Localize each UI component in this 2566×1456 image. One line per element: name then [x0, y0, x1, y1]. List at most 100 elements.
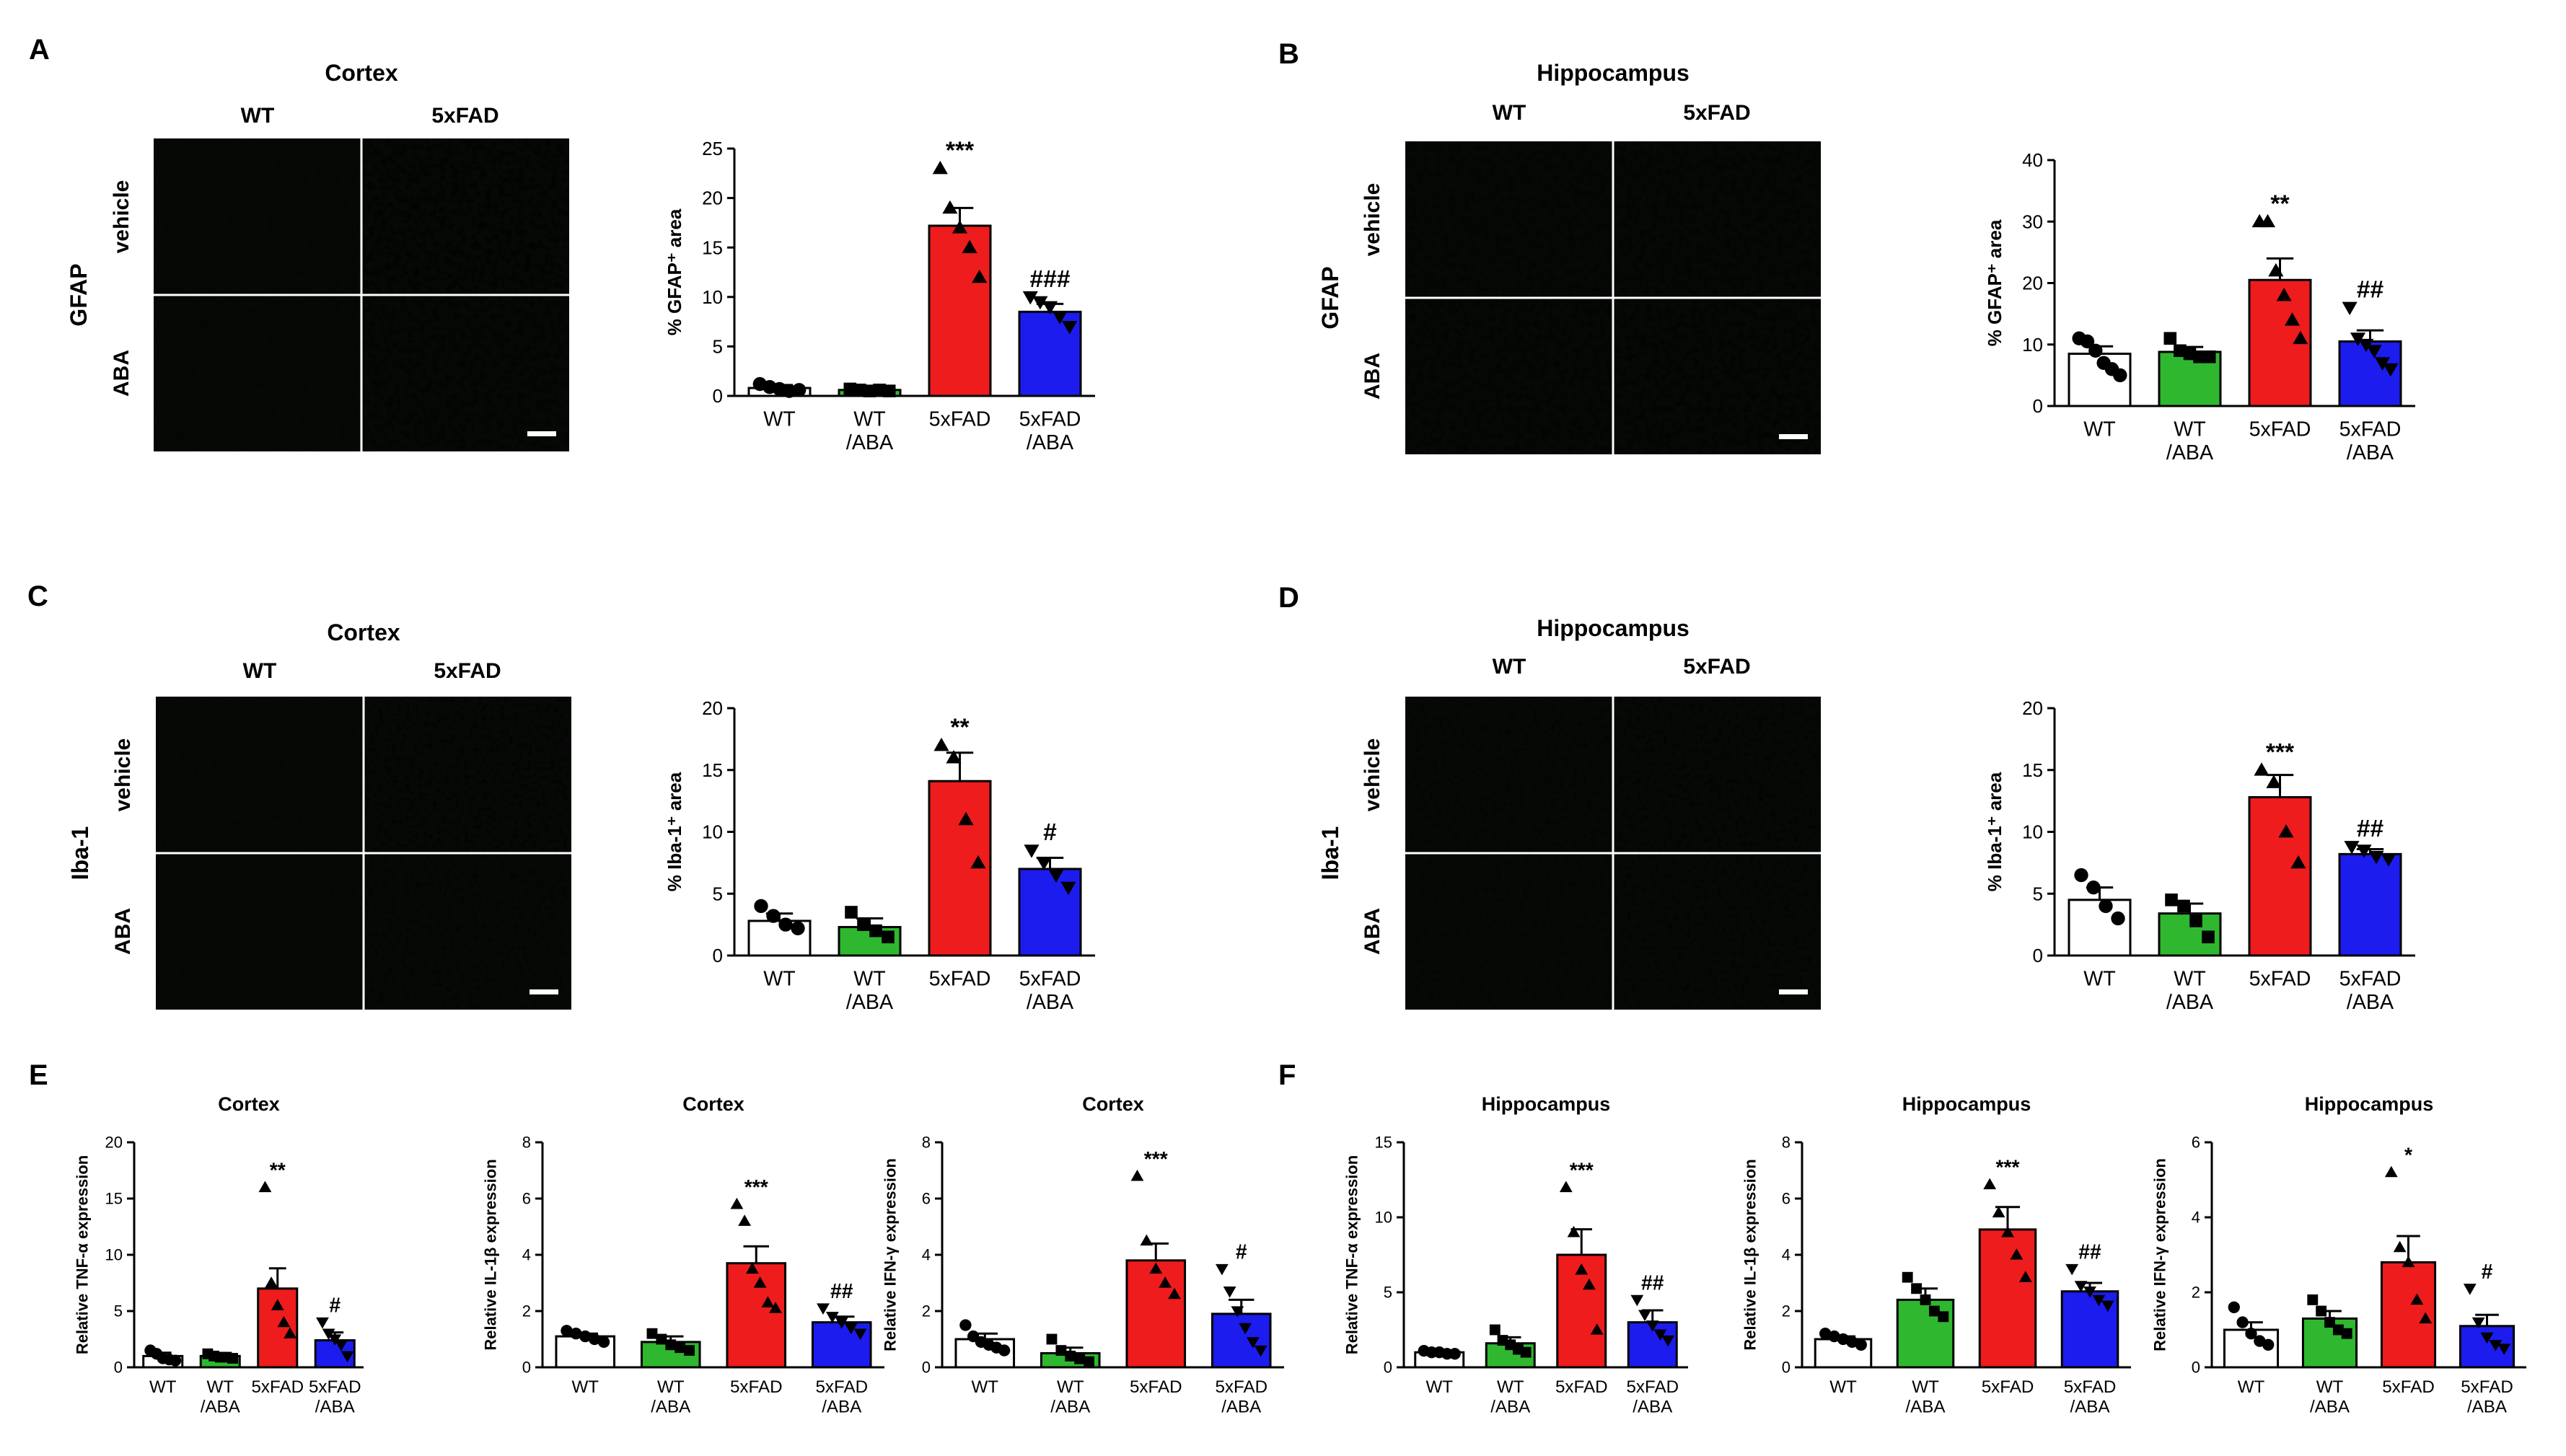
bar [1896, 1298, 1955, 1369]
x-tick-label-line: /ABA [651, 1398, 691, 1417]
data-point [1149, 1262, 1163, 1274]
x-tick-label-line: WT [763, 968, 795, 991]
y-axis-label: Relative TNF-α expression [1343, 1155, 1361, 1354]
data-point [271, 1299, 284, 1310]
x-tick-label-line: WT [2174, 968, 2205, 991]
y-tick-label: 4 [522, 1246, 531, 1264]
y-tick-label: 10 [2022, 821, 2043, 843]
y-tick-label: 0 [2033, 945, 2043, 966]
micrograph-title: Cortex [327, 619, 400, 645]
y-tick-label: 20 [2022, 273, 2043, 294]
data-point [2342, 301, 2358, 316]
y-tick-label: 8 [522, 1134, 531, 1152]
stain-signal [1613, 853, 1821, 1010]
y-axis-label: Relative IL-1β expression [1741, 1159, 1759, 1350]
stain-label: Iba-1 [1317, 826, 1343, 881]
data-point [1140, 1234, 1154, 1246]
stain-signal [1613, 697, 1821, 853]
data-point [766, 909, 781, 923]
data-point [932, 160, 948, 175]
stain-signal [1405, 298, 1613, 454]
chart-title: Cortex [682, 1093, 744, 1115]
x-tick-label: WT [571, 1377, 599, 1397]
data-point [665, 1339, 677, 1351]
bar [1125, 1259, 1187, 1369]
data-point [730, 1197, 744, 1209]
significance-label: # [1043, 819, 1057, 846]
x-tick-label: 5xFAD [251, 1377, 304, 1397]
x-tick-label-line: /ABA [1027, 431, 1074, 454]
data-point [2074, 1281, 2088, 1292]
data-point [675, 1342, 686, 1354]
y-tick-label: 15 [2022, 759, 2043, 781]
x-tick-label-line: 5xFAD [815, 1377, 868, 1397]
stain-signal [156, 853, 364, 1010]
data-point [2099, 899, 2113, 914]
data-point [579, 1330, 592, 1343]
stain-label: Iba-1 [67, 826, 93, 881]
x-tick-label-line: 5xFAD [1555, 1377, 1608, 1397]
data-point [2018, 1271, 2032, 1282]
data-point [933, 737, 949, 751]
y-tick-label: 10 [702, 286, 723, 308]
data-point [1567, 1225, 1581, 1237]
micrograph-title: Hippocampus [1537, 615, 1690, 641]
y-tick-label: 5 [114, 1302, 123, 1320]
y-tick-label: 2 [2192, 1284, 2200, 1302]
data-point [843, 382, 857, 396]
data-point [2074, 868, 2088, 883]
x-tick-label-line: WT [2238, 1377, 2265, 1397]
data-point [998, 1344, 1011, 1356]
data-point [1661, 1335, 1675, 1347]
panel-letter: C [27, 581, 48, 612]
data-point [334, 1340, 348, 1351]
x-tick-label: WT [1425, 1377, 1453, 1397]
data-point [2276, 287, 2292, 301]
y-tick-label: 10 [702, 821, 723, 843]
x-tick-label-line: WT [149, 1377, 177, 1397]
data-point [1489, 1324, 1501, 1336]
y-tick-label: 10 [2022, 334, 2043, 356]
data-point [769, 1302, 783, 1313]
x-tick-label-line: /ABA [1905, 1398, 1946, 1417]
data-point [1590, 1323, 1604, 1335]
x-tick-label-line: WT [2083, 968, 2115, 991]
y-tick-label: 0 [1384, 1359, 1392, 1377]
data-point [2174, 344, 2187, 358]
significance-label: *** [1144, 1148, 1168, 1171]
data-point [169, 1354, 182, 1367]
x-tick-label-line: 5xFAD [2249, 968, 2311, 991]
data-point [2111, 911, 2125, 926]
significance-label: # [329, 1294, 340, 1318]
x-tick-label: 5xFAD/ABA [1215, 1377, 1267, 1417]
y-tick-label: 6 [922, 1190, 931, 1208]
data-point [2384, 1165, 2398, 1178]
data-point [882, 384, 896, 397]
data-point [2189, 914, 2202, 927]
scale-bar [530, 989, 558, 994]
bar [2248, 795, 2312, 957]
x-tick-label: 5xFAD/ABA [815, 1377, 868, 1417]
data-point [2332, 1324, 2344, 1336]
micrograph-row-label: vehicle [111, 738, 135, 812]
data-point [2101, 1300, 2114, 1312]
data-point [2393, 1240, 2407, 1253]
data-point [1223, 1287, 1236, 1298]
x-tick-label-line: 5xFAD [1019, 968, 1081, 991]
data-point [970, 855, 986, 869]
x-tick-label-line: WT [971, 1377, 998, 1397]
micrograph-title: Hippocampus [1537, 60, 1690, 86]
data-point [316, 1317, 329, 1329]
data-point [2092, 1294, 2106, 1307]
data-point [2489, 1340, 2503, 1351]
micrograph-row-label: ABA [111, 908, 135, 955]
data-point [2471, 1317, 2485, 1329]
data-point [845, 906, 858, 919]
x-tick-label: WT/ABA [1050, 1377, 1091, 1417]
data-point [754, 899, 768, 914]
panel-letter: D [1278, 582, 1299, 614]
data-point [227, 1353, 238, 1364]
data-point [2177, 899, 2190, 913]
data-point [942, 200, 958, 214]
x-tick-label-line: WT [1497, 1377, 1524, 1397]
